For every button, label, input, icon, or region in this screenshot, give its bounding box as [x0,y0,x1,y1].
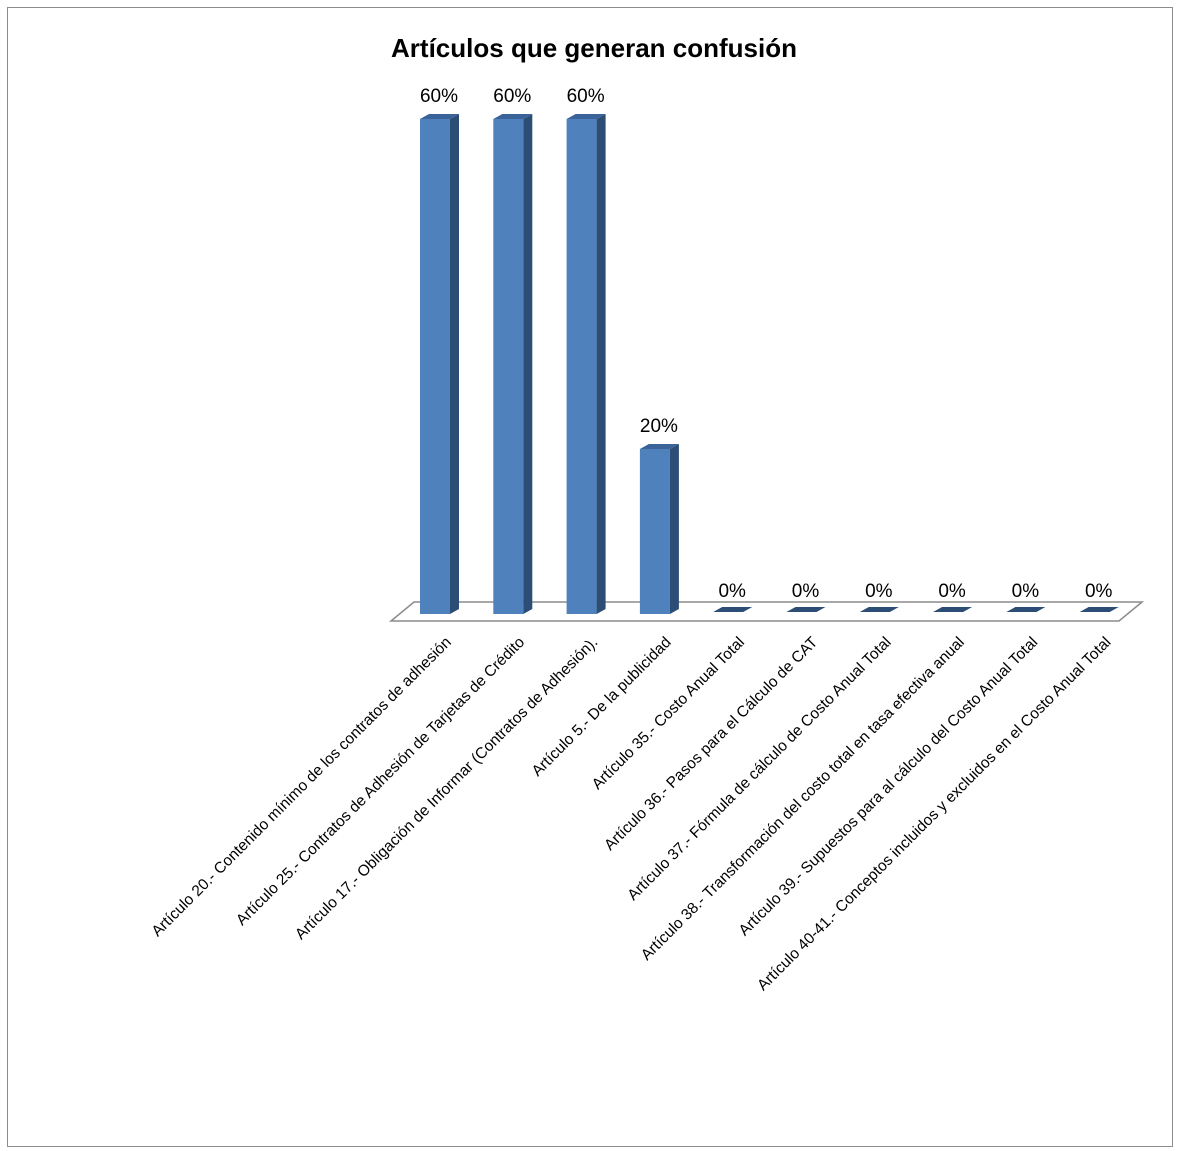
bar-top [493,114,533,119]
bar-top [420,114,459,119]
bar [933,607,973,612]
category-labels-group: Artículo 20.- Contenido mínimo de los co… [149,633,1115,994]
category-label: Artículo 40-41.- Conceptos incluidos y e… [754,634,1114,994]
bar-top [566,114,606,119]
chart-title: Artículos que generan confusión [391,33,797,63]
bar-flat [1006,607,1046,612]
bar-front [420,119,450,614]
bar [566,114,606,614]
data-label: 60% [420,86,458,107]
bar [1079,607,1119,612]
bar-side [596,114,606,614]
category-label: Artículo 17.- Obligación de Informar (Co… [292,634,601,943]
bar [786,607,826,612]
bar-side [669,444,679,614]
data-label: 60% [493,86,531,107]
bar [713,607,753,612]
data-labels-group: 60% 60% 60% 20% 0% 0% 0% 0% 0% 0% [420,86,1113,602]
bar-top [639,444,679,449]
bar-flat [1079,607,1119,612]
category-label: Artículo 25.- Contratos de Adhesión de T… [233,634,528,929]
bar [420,114,459,614]
bar-flat [933,607,973,612]
bar-flat [786,607,826,612]
category-label: Artículo 20.- Contenido mínimo de los co… [149,634,455,940]
data-label: 0% [1012,581,1040,602]
bars-group [420,114,1119,614]
data-label: 0% [792,581,820,602]
bar [493,114,533,614]
bar-front [493,119,524,614]
bar-front [566,119,597,614]
data-label: 0% [1085,581,1113,602]
bar-front [639,449,670,614]
data-label: 20% [640,416,678,437]
category-label: Artículo 35.- Costo Anual Total [589,634,748,793]
bar-side [523,114,533,614]
bar-flat [859,607,899,612]
category-label: Artículo 37.- Fórmula de cálculo de Cost… [624,634,894,904]
data-label: 0% [938,581,966,602]
data-label: 0% [718,581,746,602]
bar [639,444,679,614]
data-label: 60% [567,86,605,107]
bar-flat [713,607,753,612]
data-label: 0% [865,581,893,602]
category-label: Artículo 5.- De la publicidad [529,634,675,780]
bar [859,607,899,612]
bar-side [450,114,459,614]
bar [1006,607,1046,612]
